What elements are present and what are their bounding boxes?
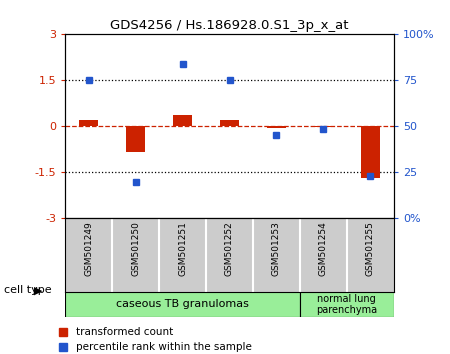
Text: caseous TB granulomas: caseous TB granulomas <box>116 299 249 309</box>
Bar <box>126 126 145 152</box>
Text: GSM501249: GSM501249 <box>84 222 93 276</box>
Text: percentile rank within the sample: percentile rank within the sample <box>76 342 252 352</box>
Text: GSM501255: GSM501255 <box>366 222 375 276</box>
Text: transformed count: transformed count <box>76 327 174 337</box>
Text: GSM501251: GSM501251 <box>178 222 187 276</box>
Title: GDS4256 / Hs.186928.0.S1_3p_x_at: GDS4256 / Hs.186928.0.S1_3p_x_at <box>110 19 349 33</box>
Text: GSM501250: GSM501250 <box>131 222 140 276</box>
Text: GSM501252: GSM501252 <box>225 222 234 276</box>
Text: GSM501253: GSM501253 <box>272 222 281 276</box>
Bar <box>267 126 286 128</box>
Bar <box>173 115 192 126</box>
Bar <box>65 292 300 317</box>
Bar <box>361 126 380 178</box>
Text: ▶: ▶ <box>34 285 42 295</box>
Text: GSM501254: GSM501254 <box>319 222 328 276</box>
Bar <box>300 292 394 317</box>
Bar <box>314 126 333 127</box>
Text: normal lung
parenchyma: normal lung parenchyma <box>316 293 378 315</box>
Bar <box>79 120 98 126</box>
Text: cell type: cell type <box>4 285 52 295</box>
Bar <box>220 120 239 126</box>
